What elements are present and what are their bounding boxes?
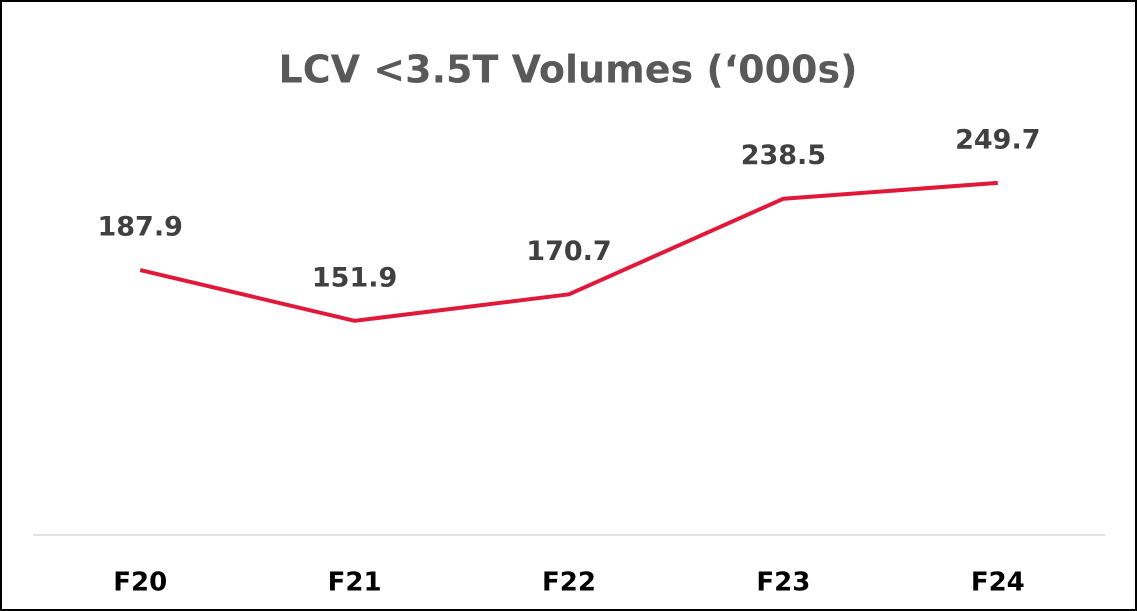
data-label: 249.7 — [955, 124, 1040, 155]
chart-title: LCV <3.5T Volumes (‘000s) — [279, 48, 858, 92]
x-tick-label: F20 — [113, 568, 167, 598]
x-tick-label: F24 — [971, 568, 1025, 598]
data-label: 187.9 — [97, 212, 182, 243]
x-tick-label: F22 — [542, 568, 596, 598]
x-tick-label: F23 — [756, 568, 810, 598]
data-label: 238.5 — [741, 140, 826, 171]
data-label: 151.9 — [312, 262, 397, 293]
data-label: 170.7 — [526, 236, 611, 267]
data-line — [139, 180, 998, 323]
x-tick-label: F21 — [328, 568, 382, 598]
